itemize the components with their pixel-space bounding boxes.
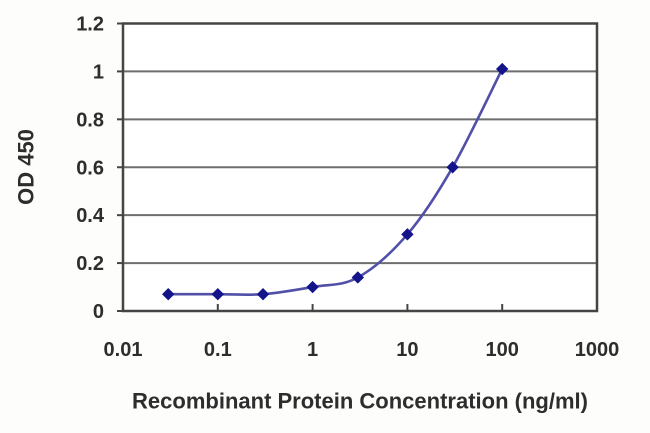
data-point-marker-x-0.3 — [256, 288, 270, 301]
x-tick-label: 100 — [486, 339, 519, 361]
y-tick-label: 0.2 — [76, 253, 104, 275]
x-axis-title: Recombinant Protein Concentration (ng/ml… — [132, 389, 588, 414]
data-point-marker-x-1 — [306, 280, 319, 294]
x-tick-label: 1 — [307, 339, 318, 361]
plot-border — [121, 22, 599, 313]
data-point-marker-x-0.03 — [162, 288, 175, 301]
y-tick-label: 0.8 — [76, 109, 104, 131]
y-tick-label: 0.4 — [76, 205, 105, 227]
plot-area: 0 0.2 0.4 0.6 0.8 1 1.2 0.01 0.1 1 10 100 1000 — [76, 14, 619, 362]
data-point-marker-x-10 — [401, 228, 414, 241]
x-tick-label: 10 — [396, 339, 418, 361]
data-point-marker-x-30 — [446, 161, 459, 174]
x-tick-label: 0.1 — [204, 339, 232, 361]
data-point-marker-x-0.1 — [211, 288, 225, 301]
y-tick-label: 1 — [93, 61, 104, 83]
x-tick-label: 0.01 — [104, 339, 143, 361]
y-tick-label: 1.2 — [76, 14, 104, 36]
x-tick-label: 1000 — [575, 339, 620, 361]
data-point-marker-x-3 — [351, 271, 365, 284]
y-tick-label: 0.6 — [76, 157, 104, 179]
data-point-marker-x-100 — [495, 62, 509, 76]
y-axis-title: OD 450 — [14, 129, 39, 205]
y-tick-label: 0 — [93, 301, 104, 323]
